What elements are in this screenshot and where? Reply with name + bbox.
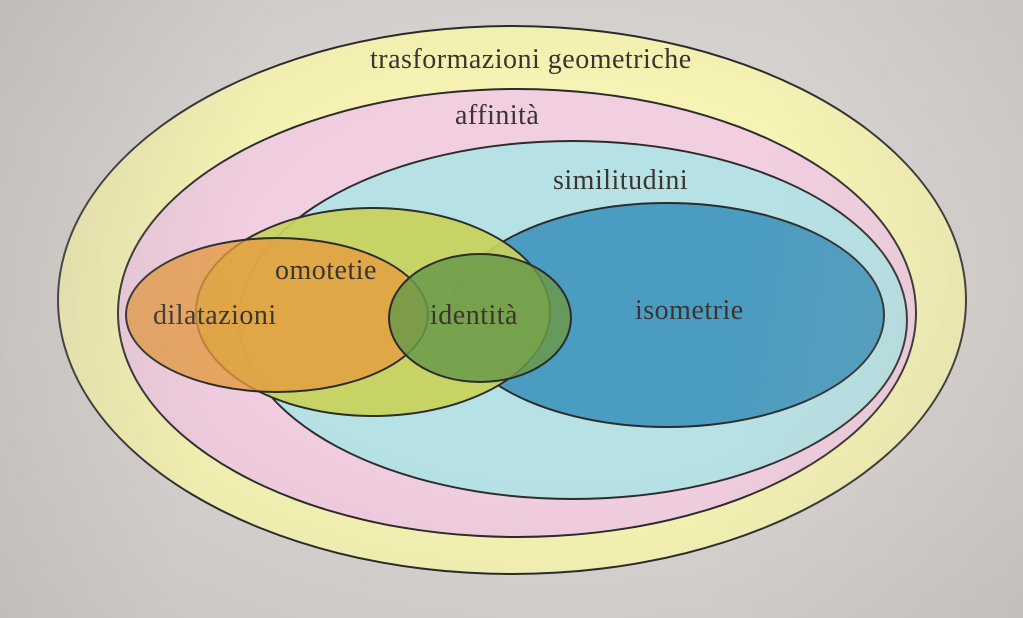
label-affinita: affinità bbox=[455, 100, 539, 132]
label-isometrie: isometrie bbox=[635, 295, 744, 327]
label-omotetie: omotetie bbox=[275, 255, 377, 287]
diagram-canvas: trasformazioni geometriche affinità simi… bbox=[0, 0, 1023, 618]
label-trasformazioni: trasformazioni geometriche bbox=[370, 44, 692, 76]
label-dilatazioni: dilatazioni bbox=[153, 300, 277, 332]
label-similitudini: similitudini bbox=[553, 165, 688, 197]
label-identita: identità bbox=[430, 300, 518, 332]
